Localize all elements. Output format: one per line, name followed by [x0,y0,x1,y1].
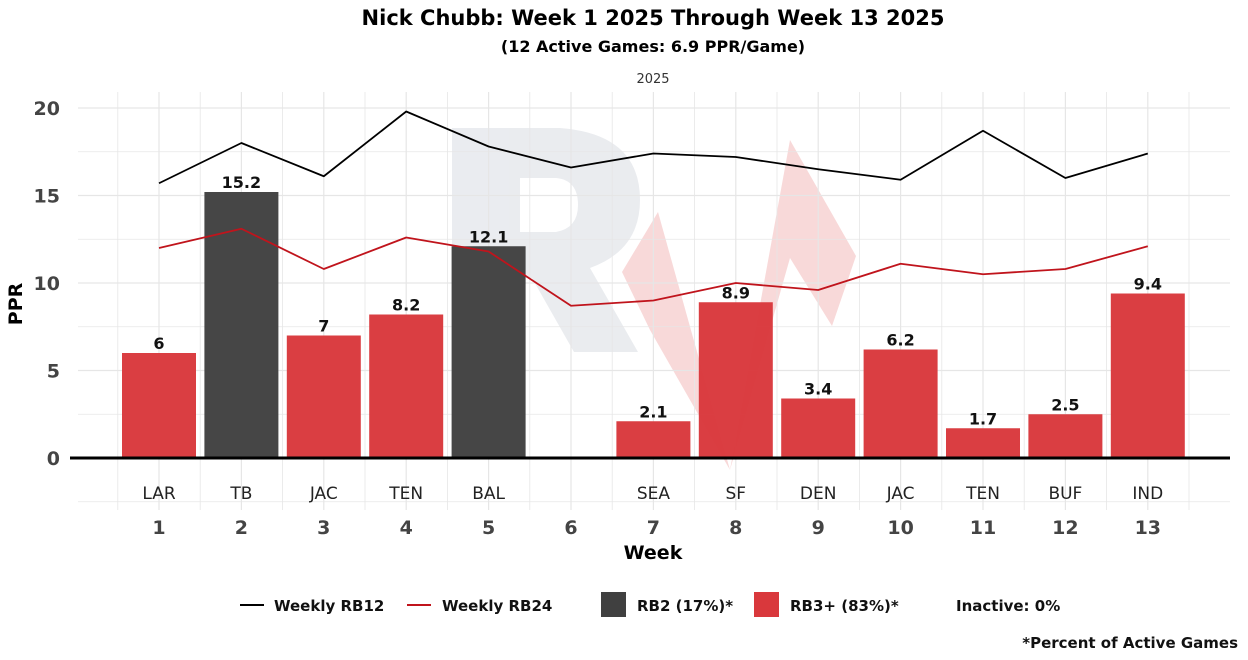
y-tick-label: 10 [34,273,60,295]
lines-layer [158,110,1149,307]
bar-value-label: 7 [318,317,329,336]
bar-value-label: 15.2 [222,173,261,192]
opponent-label: SEA [637,484,671,504]
bar-value-label: 6.2 [886,331,914,350]
bar-value-label: 1.7 [969,409,997,428]
opponent-label: BUF [1048,484,1082,504]
bar-value-label: 8.9 [722,283,750,302]
legend-inactive-label: Inactive: 0% [956,597,1060,615]
legend-rb3-label: RB3+ (83%)* [790,597,899,615]
legend-rb24-label: Weekly RB24 [442,597,552,615]
labels-layer: 6 15.2 7 8.2 12.1 2.1 8.9 3.4 6.2 1.7 2.5 9.4 [153,173,1162,428]
bar-value-label: 9.4 [1134,275,1162,294]
opponent-label: JAC [886,484,915,504]
y-tick-label: 0 [47,448,60,470]
bar-value-label: 6 [153,334,164,353]
line-rb24 [158,227,1149,307]
opponent-label: BAL [472,484,505,504]
x-tick-label: 12 [1052,517,1078,539]
legend-rb2-label: RB2 (17%)* [637,597,733,615]
x-tick-label: 4 [400,517,413,539]
y-axis-label: PPR [5,282,27,325]
chart-subtitle: (12 Active Games: 6.9 PPR/Game) [501,37,805,56]
x-tick-label: 1 [152,517,165,539]
opponent-label: TEN [388,484,423,504]
x-tick-label: 11 [970,517,996,539]
bar-week-1 [122,353,196,458]
opponent-label: TB [229,484,252,504]
facet-label: 2025 [636,72,669,87]
bar-week-10 [863,349,938,458]
opponent-labels: LAR TB JAC TEN BAL SEA SF DEN JAC TEN BUF IND [142,484,1163,504]
bar-week-3 [286,335,361,458]
bar-week-2 [204,192,279,458]
bar-week-11 [946,428,1020,458]
legend-rb3-swatch [754,592,779,617]
x-tick-label: 9 [812,517,825,539]
legend-rb2-swatch [601,592,626,617]
bars-layer [122,192,1185,458]
bar-value-label: 3.4 [804,380,832,399]
x-tick-label: 10 [887,517,913,539]
bar-week-12 [1028,414,1103,458]
x-tick-label: 2 [235,517,248,539]
x-tick-label: 13 [1135,517,1161,539]
y-tick-label: 20 [34,98,60,120]
legend: Weekly RB12 Weekly RB24 RB2 (17%)* RB3+ … [240,592,1060,617]
line-rb12 [158,110,1149,185]
watermark-arrow-shape [622,140,856,470]
y-tick-label: 15 [34,186,60,208]
x-tick-label: 5 [482,517,495,539]
x-tick-label: 6 [564,517,577,539]
opponent-label: DEN [800,484,837,504]
opponent-label: JAC [309,484,338,504]
y-axis: 0 5 10 15 20 [34,98,60,470]
bar-value-label: 12.1 [469,227,508,246]
opponent-label: IND [1132,484,1163,504]
y-tick-label: 5 [47,361,60,383]
bar-value-label: 2.5 [1051,395,1079,414]
opponent-label: SF [726,484,747,504]
legend-rb12-label: Weekly RB12 [274,597,384,615]
bar-week-5 [451,246,526,458]
bar-week-9 [781,398,856,458]
footnote: *Percent of Active Games [1022,634,1238,652]
x-tick-label: 8 [729,517,742,539]
bar-value-label: 2.1 [639,402,667,421]
bar-week-8 [698,302,773,458]
bar-week-13 [1110,293,1185,458]
x-tick-label: 3 [317,517,330,539]
chart-title: Nick Chubb: Week 1 2025 Through Week 13 … [362,6,945,30]
x-axis-label: Week [624,542,683,564]
opponent-label: LAR [142,484,175,504]
x-axis: 1 2 3 4 5 6 7 8 9 10 11 12 13 [152,517,1161,539]
bar-value-label: 8.2 [392,296,420,315]
opponent-label: TEN [965,484,1000,504]
x-tick-label: 7 [647,517,660,539]
bar-week-4 [369,314,444,458]
bar-week-7 [616,421,691,458]
